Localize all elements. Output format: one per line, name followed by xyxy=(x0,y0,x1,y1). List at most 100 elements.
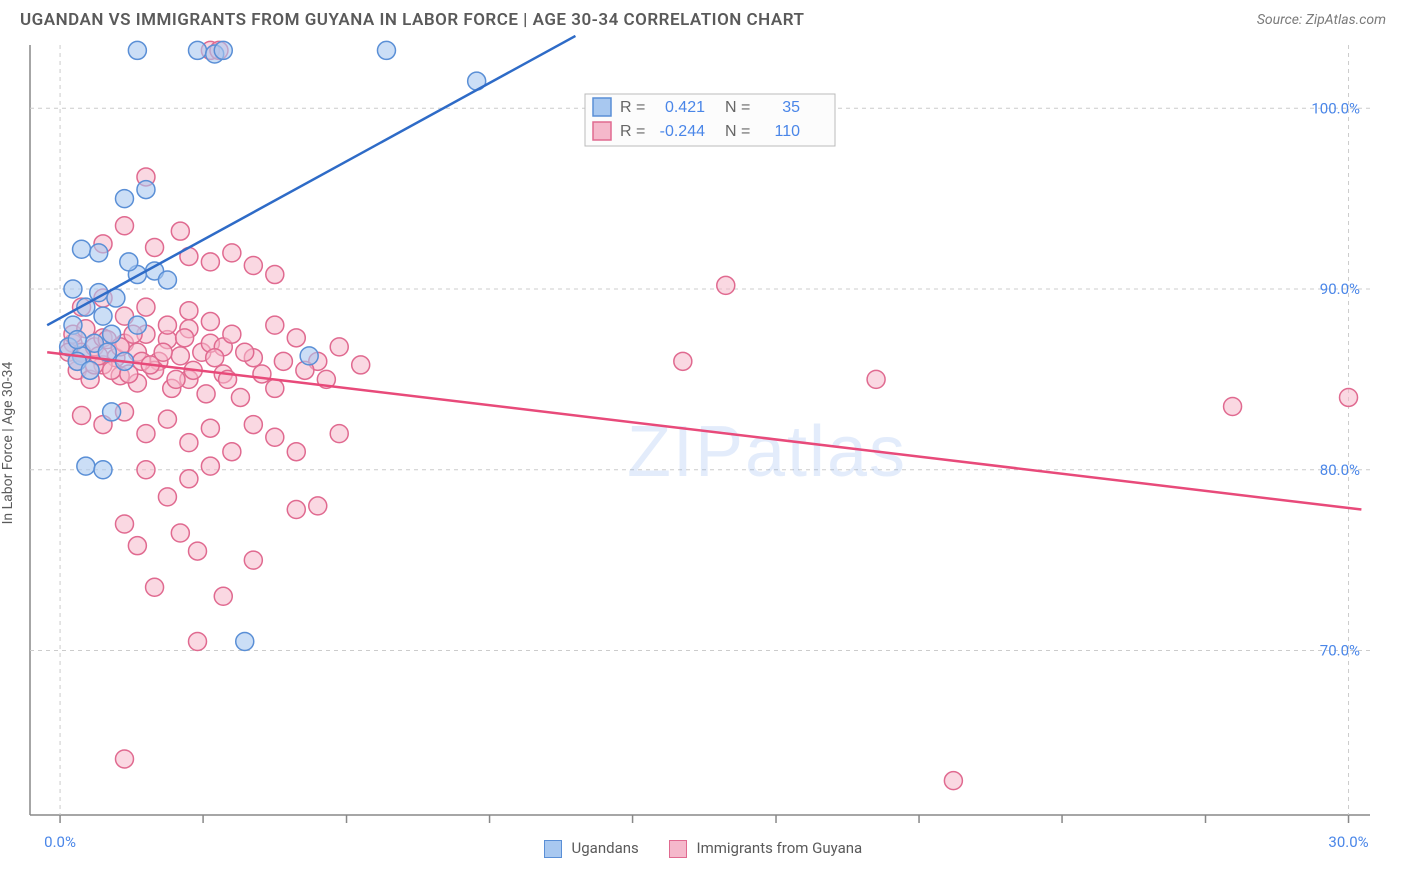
y-tick-label: 90.0% xyxy=(1320,280,1360,298)
data-point-guyana xyxy=(158,410,176,428)
data-point-ugandans xyxy=(94,307,112,325)
svg-text:R =: R = xyxy=(620,99,645,116)
svg-text:R =: R = xyxy=(620,123,645,140)
data-point-guyana xyxy=(201,419,219,437)
data-point-guyana xyxy=(171,222,189,240)
svg-text:-0.244: -0.244 xyxy=(660,123,705,140)
data-point-guyana xyxy=(223,244,241,262)
data-point-guyana xyxy=(197,385,215,403)
data-point-guyana xyxy=(244,551,262,569)
chart-title: UGANDAN VS IMMIGRANTS FROM GUYANA IN LAB… xyxy=(20,10,804,30)
data-point-guyana xyxy=(128,537,146,555)
data-point-guyana xyxy=(352,356,370,374)
data-point-guyana xyxy=(266,379,284,397)
x-tick-label: 0.0% xyxy=(44,833,76,851)
y-tick-label: 70.0% xyxy=(1320,642,1360,660)
watermark: ZIPatlas xyxy=(627,412,907,492)
data-point-guyana xyxy=(1340,388,1358,406)
data-point-guyana xyxy=(180,302,198,320)
data-point-guyana xyxy=(244,257,262,275)
data-point-guyana xyxy=(115,217,133,235)
x-tick-label: 30.0% xyxy=(1328,833,1368,851)
y-tick-label: 80.0% xyxy=(1320,461,1360,479)
data-point-guyana xyxy=(137,461,155,479)
data-point-guyana xyxy=(137,298,155,316)
data-point-guyana xyxy=(236,343,254,361)
data-point-guyana xyxy=(154,343,172,361)
data-point-guyana xyxy=(158,488,176,506)
data-point-ugandans xyxy=(189,41,207,59)
data-point-guyana xyxy=(330,338,348,356)
data-point-ugandans xyxy=(103,403,121,421)
data-point-guyana xyxy=(717,276,735,294)
legend-label: Immigrants from Guyana xyxy=(697,839,863,857)
data-point-ugandans xyxy=(120,253,138,271)
data-point-guyana xyxy=(137,425,155,443)
scatter-chart: 70.0% 80.0% 90.0% 100.0% ZIPatlas R = 0.421 N =… xyxy=(20,35,1380,830)
data-point-ugandans xyxy=(94,461,112,479)
data-point-ugandans xyxy=(300,347,318,365)
data-point-guyana xyxy=(214,587,232,605)
data-point-guyana xyxy=(674,352,692,370)
svg-text:N =: N = xyxy=(725,99,750,116)
data-point-guyana xyxy=(223,325,241,343)
data-point-guyana xyxy=(330,425,348,443)
data-point-guyana xyxy=(115,750,133,768)
data-point-ugandans xyxy=(81,361,99,379)
data-point-ugandans xyxy=(103,325,121,343)
svg-text:N =: N = xyxy=(725,123,750,140)
svg-text:35: 35 xyxy=(782,99,800,116)
chart-container: In Labor Force | Age 30-34 70.0% 80.0% 90.… xyxy=(0,35,1406,834)
data-point-guyana xyxy=(146,238,164,256)
data-point-guyana xyxy=(73,407,91,425)
swatch-icon xyxy=(669,840,687,858)
data-point-ugandans xyxy=(236,632,254,650)
stat-box: R = 0.421 N = 35 R = -0.244 N = 110 xyxy=(585,94,835,146)
trend-line-ugandans xyxy=(47,36,575,325)
legend-item-ugandans: Ugandans xyxy=(544,839,639,858)
data-point-ugandans xyxy=(73,240,91,258)
swatch-icon xyxy=(544,840,562,858)
data-point-guyana xyxy=(1224,398,1242,416)
legend-item-guyana: Immigrants from Guyana xyxy=(669,839,862,858)
data-point-ugandans xyxy=(68,331,86,349)
data-point-guyana xyxy=(253,365,271,383)
data-point-ugandans xyxy=(115,190,133,208)
data-point-ugandans xyxy=(64,280,82,298)
data-point-guyana xyxy=(206,349,224,367)
data-point-guyana xyxy=(180,470,198,488)
svg-text:0.421: 0.421 xyxy=(665,99,705,116)
data-point-guyana xyxy=(201,313,219,331)
data-point-guyana xyxy=(944,772,962,790)
y-tick-label: 100.0% xyxy=(1311,99,1360,117)
data-point-guyana xyxy=(223,443,241,461)
data-point-ugandans xyxy=(158,271,176,289)
data-point-ugandans xyxy=(77,457,95,475)
data-point-guyana xyxy=(201,457,219,475)
data-point-guyana xyxy=(309,497,327,515)
data-point-guyana xyxy=(189,632,207,650)
data-point-guyana xyxy=(266,266,284,284)
data-point-guyana xyxy=(167,370,185,388)
data-point-guyana xyxy=(176,329,194,347)
data-point-guyana xyxy=(287,501,305,519)
svg-text:110: 110 xyxy=(774,123,800,140)
data-point-guyana xyxy=(201,253,219,271)
data-point-ugandans xyxy=(137,181,155,199)
legend-label: Ugandans xyxy=(572,839,639,857)
data-point-ugandans xyxy=(128,41,146,59)
legend-bottom: Ugandans Immigrants from Guyana xyxy=(0,834,1406,863)
data-point-ugandans xyxy=(128,316,146,334)
data-point-guyana xyxy=(171,347,189,365)
data-point-guyana xyxy=(244,416,262,434)
y-axis-label: In Labor Force | Age 30-34 xyxy=(0,361,16,524)
data-point-guyana xyxy=(266,428,284,446)
data-point-ugandans xyxy=(90,244,108,262)
data-point-guyana xyxy=(867,370,885,388)
data-point-guyana xyxy=(158,316,176,334)
data-point-ugandans xyxy=(214,41,232,59)
header-row: UGANDAN VS IMMIGRANTS FROM GUYANA IN LAB… xyxy=(0,0,1406,35)
data-point-guyana xyxy=(171,524,189,542)
data-point-guyana xyxy=(274,352,292,370)
data-point-guyana xyxy=(115,515,133,533)
